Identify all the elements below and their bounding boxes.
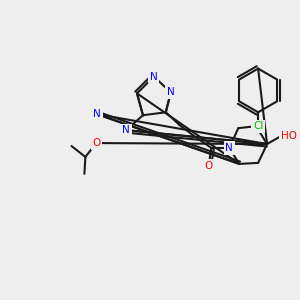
Text: N: N <box>122 125 130 135</box>
Text: Cl: Cl <box>253 121 263 131</box>
Text: N: N <box>93 109 101 119</box>
Text: N: N <box>150 71 158 82</box>
Text: N: N <box>226 143 233 153</box>
Text: HO: HO <box>281 131 297 141</box>
Text: O: O <box>92 138 100 148</box>
Text: O: O <box>204 161 213 171</box>
Text: N: N <box>167 87 175 98</box>
